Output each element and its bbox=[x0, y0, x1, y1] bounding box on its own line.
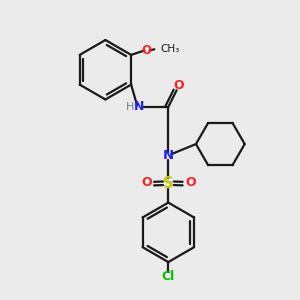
Text: H: H bbox=[126, 102, 135, 112]
Text: O: O bbox=[174, 79, 184, 92]
Text: O: O bbox=[142, 44, 152, 57]
Text: CH₃: CH₃ bbox=[160, 44, 179, 54]
Text: O: O bbox=[185, 176, 196, 189]
Text: S: S bbox=[163, 176, 174, 191]
Text: N: N bbox=[163, 149, 174, 162]
Text: N: N bbox=[134, 100, 145, 113]
Text: Cl: Cl bbox=[162, 270, 175, 283]
Text: O: O bbox=[141, 176, 152, 189]
